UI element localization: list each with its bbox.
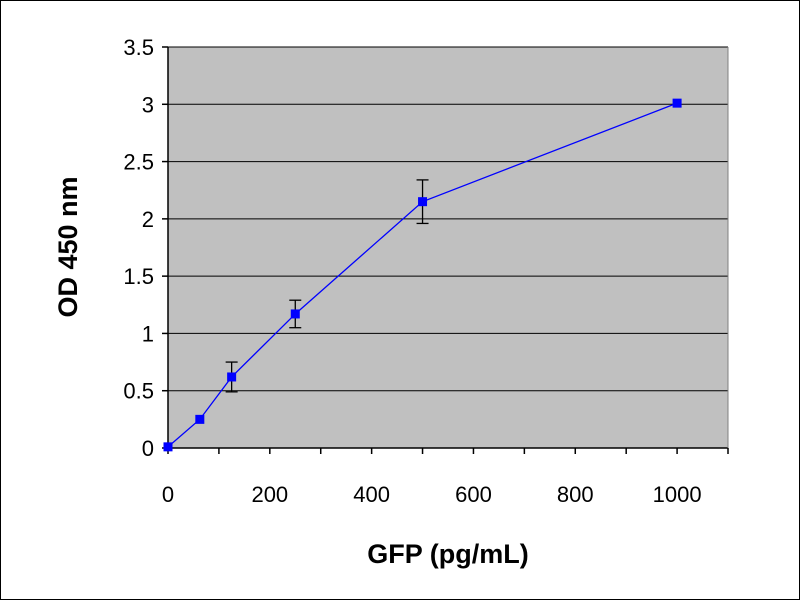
y-axis-title: OD 450 nm	[53, 176, 83, 317]
y-tick-label-7: 3.5	[123, 35, 154, 60]
y-tick-label-0: 0	[142, 436, 154, 461]
gridlines	[168, 46, 728, 449]
data-point-0	[163, 442, 173, 452]
data-point-1	[195, 414, 205, 424]
x-tick-label-3: 600	[455, 482, 492, 507]
data-series	[163, 98, 682, 452]
x-tick-label-2: 400	[353, 482, 390, 507]
data-point-4	[418, 197, 428, 207]
y-tick-label-4: 2	[142, 207, 154, 232]
series-line-0	[167, 102, 678, 448]
data-point-5	[672, 98, 682, 108]
x-axis-title: GFP (pg/mL)	[367, 539, 529, 569]
y-tick-label-2: 1	[142, 321, 154, 346]
y-tick-label-1: 0.5	[123, 379, 154, 404]
plot-area	[168, 47, 728, 448]
x-tick-label-4: 800	[557, 482, 594, 507]
y-tick-label-6: 3	[142, 92, 154, 117]
x-tick-label-5: 1000	[653, 482, 702, 507]
x-tick-label-1: 200	[251, 482, 288, 507]
x-tick-label-0: 0	[162, 482, 174, 507]
data-point-2	[227, 372, 237, 382]
data-point-3	[290, 309, 300, 319]
tick-labels: 0 0.5 1 1.5 2 2.5 3 3.5 0 200 400 600 800 1000	[123, 35, 701, 507]
y-tick-label-3: 1.5	[123, 264, 154, 289]
axes	[162, 46, 729, 454]
y-tick-label-5: 2.5	[123, 150, 154, 175]
